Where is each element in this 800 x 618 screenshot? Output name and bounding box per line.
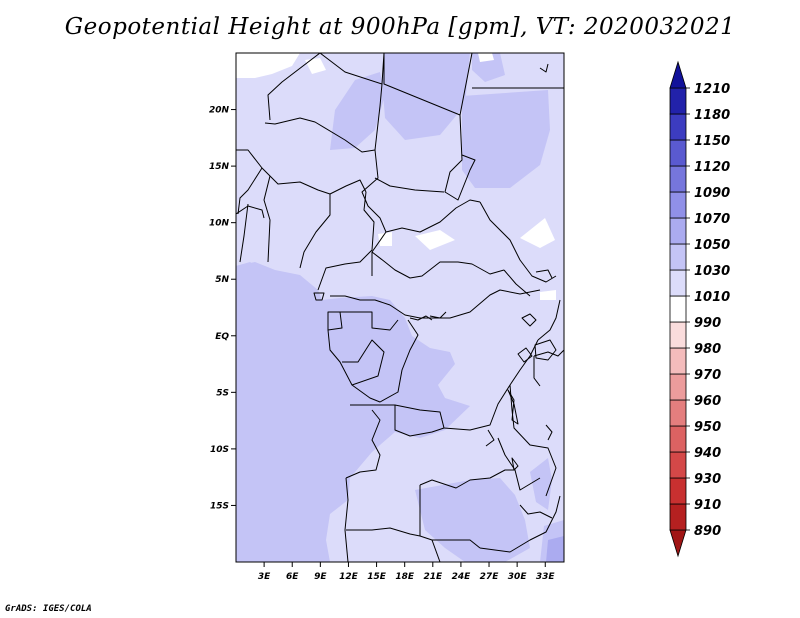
map-title: Geopotential Height at 900hPa [gpm], VT:… [64,14,736,40]
lat-tick-label: EQ [215,332,229,342]
lon-tick-label: 15E [367,572,387,582]
colorbar-swatch [669,165,687,193]
colorbar-label: 930 [694,472,721,487]
colorbar-label: 910 [694,498,721,513]
lat-tick-label: 20N [209,106,230,116]
colorbar-label: 960 [694,394,721,409]
colorbar-swatch [669,425,687,453]
colorbar-label: 1150 [694,134,730,149]
colorbar-swatch [669,243,687,271]
lat-tick-label: 5S [216,388,229,398]
grads-credit: GrADS: IGES/COLA [5,604,92,614]
map-panel [236,53,564,562]
colorbar-label: 1210 [694,82,730,97]
colorbar-swatch [669,451,687,479]
lon-tick-label: 3E [258,572,271,582]
colorbar-swatch [669,399,687,427]
lon-tick-label: 6E [286,572,299,582]
colorbar-label: 950 [694,420,721,435]
colorbar-swatch [669,477,687,505]
colorbar-label: 970 [694,368,721,383]
colorbar-label: 1070 [694,212,730,227]
lat-tick-label: 5N [215,275,229,285]
latitude-axis: 20N 15N 10N 5N EQ 5S 10S 15S [209,106,236,511]
colorbar-label: 980 [694,342,721,357]
colorbar-swatch [669,347,687,375]
colorbar-swatch [669,503,687,531]
field-990-1010 [236,53,556,300]
lat-tick-label: 10N [209,219,230,229]
lon-tick-label: 24E [452,572,472,582]
colorbar-label: 1030 [694,264,730,279]
lat-tick-label: 10S [210,445,229,455]
colorbar-swatch [669,113,687,141]
colorbar-label: 1180 [694,108,730,123]
lon-tick-label: 33E [536,572,556,582]
colorbar-label: 990 [694,316,721,331]
colorbar-label: 1120 [694,160,730,175]
colorbar-low-triangle [669,529,687,558]
field-1030-1050 [236,53,564,562]
colorbar-label: 1090 [694,186,730,201]
lon-tick-label: 30E [508,572,528,582]
colorbar-swatch [669,373,687,401]
field-1050-1070 [546,536,564,562]
colorbar-high-triangle [669,60,687,89]
colorbar-swatch [669,139,687,167]
colorbar-swatch [669,87,687,115]
lon-tick-label: 12E [339,572,359,582]
lon-tick-label: 18E [395,572,415,582]
colorbar-label: 1010 [694,290,730,305]
lat-tick-label: 15S [210,501,229,511]
colorbar-swatch [669,269,687,297]
colorbar-swatch [669,191,687,219]
map-frame [235,52,565,563]
colorbar-label: 890 [694,524,721,539]
lon-tick-label: 21E [423,572,443,582]
colorbar-swatch [669,217,687,245]
colorbar-swatch [669,321,687,349]
colorbar: 890 910 930 940 950 960 970 980 990 1010 1030 1050 1… [669,60,730,558]
colorbar-label: 940 [694,446,721,461]
colorbar-swatch [669,295,687,323]
longitude-axis: 3E 6E 9E 12E 15E 18E 21E 24E 27E 30E 33E [258,562,556,582]
colorbar-label: 1050 [694,238,730,253]
lon-tick-label: 27E [480,572,500,582]
country-borders [236,53,564,562]
lat-tick-label: 15N [209,162,230,172]
lon-tick-label: 9E [314,572,327,582]
